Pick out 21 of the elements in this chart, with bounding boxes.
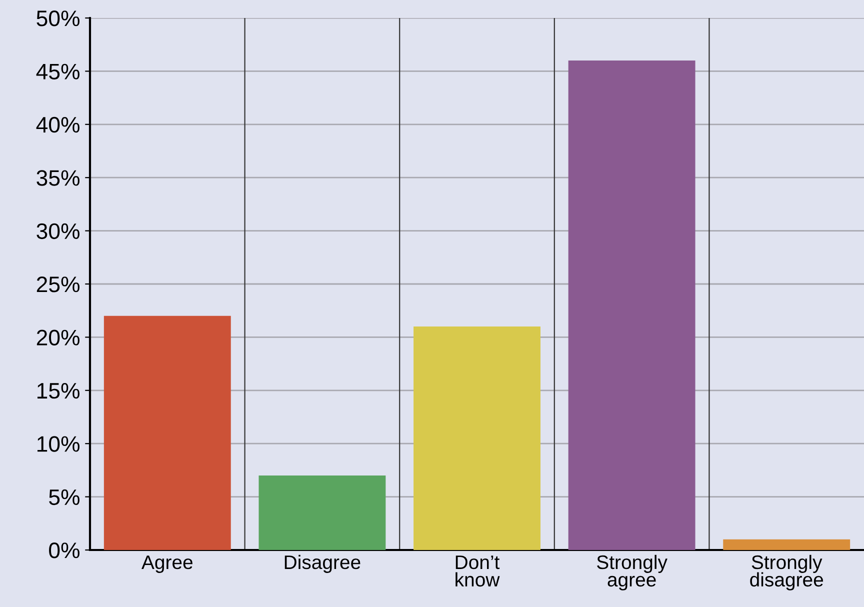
y-tick-label: 10% — [37, 436, 80, 452]
y-tick-label: 45% — [36, 64, 80, 80]
x-tick-label: Disagree — [284, 554, 360, 573]
y-tick-label: 35% — [36, 170, 80, 186]
bar — [414, 326, 540, 550]
bar — [568, 60, 696, 550]
y-tick-label: 20% — [36, 330, 80, 346]
y-tick-label: 0% — [49, 542, 80, 558]
y-tick-label: 25% — [36, 276, 80, 292]
x-tick-label: Don’t know — [456, 556, 500, 587]
bar — [258, 476, 386, 550]
y-tick-label: 15% — [37, 383, 80, 399]
x-tick-label: Strongly disagree — [750, 554, 824, 590]
x-tick-label: Strongly agree — [597, 554, 668, 590]
y-tick-label: 40% — [36, 116, 80, 133]
bar — [723, 539, 850, 550]
y-tick-label: 5% — [49, 489, 80, 506]
y-tick-label: 50% — [36, 10, 80, 26]
y-tick-label: 30% — [36, 223, 80, 240]
x-tick-label: Agree — [142, 556, 192, 573]
bar — [104, 316, 231, 550]
